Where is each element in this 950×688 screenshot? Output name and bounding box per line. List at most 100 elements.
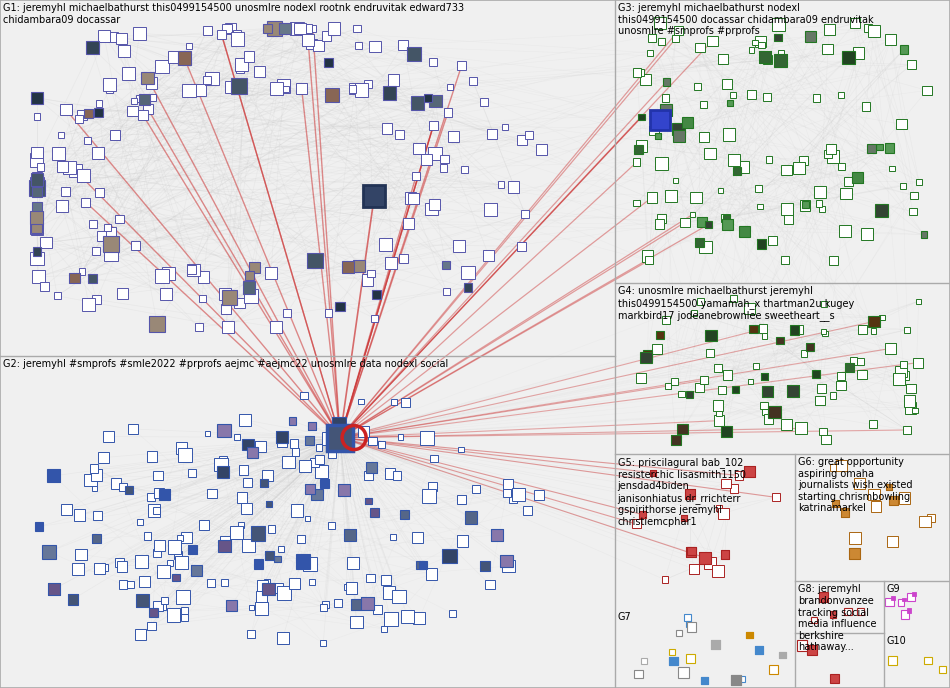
Bar <box>755 36 766 47</box>
Bar <box>728 153 740 166</box>
Bar <box>353 259 365 272</box>
Bar <box>411 532 423 543</box>
Bar <box>440 164 447 172</box>
Bar <box>465 284 471 290</box>
Bar <box>665 190 677 202</box>
Bar <box>504 489 511 497</box>
Bar <box>296 83 307 94</box>
Bar <box>136 594 149 607</box>
Bar <box>534 491 544 500</box>
Bar <box>814 186 826 197</box>
Bar <box>752 40 757 45</box>
Bar <box>829 392 836 399</box>
Bar <box>321 601 329 608</box>
Bar <box>138 110 147 120</box>
Bar <box>849 532 862 544</box>
Bar <box>136 594 149 608</box>
Bar <box>673 35 679 42</box>
Bar <box>207 579 215 587</box>
Bar <box>458 447 464 453</box>
Bar <box>648 34 656 42</box>
Bar <box>781 256 788 264</box>
Bar <box>265 551 274 559</box>
Bar <box>820 427 826 435</box>
Bar <box>735 471 743 480</box>
Bar <box>685 489 694 499</box>
Bar <box>352 600 361 610</box>
Bar <box>179 55 187 64</box>
Bar <box>902 598 906 601</box>
Bar <box>85 474 97 486</box>
Bar <box>686 621 691 627</box>
Bar <box>661 94 670 102</box>
Bar <box>91 246 100 255</box>
Bar <box>30 221 44 235</box>
Bar <box>245 271 255 280</box>
Bar <box>252 527 265 540</box>
Bar <box>199 295 205 302</box>
Bar <box>760 402 768 409</box>
Bar <box>826 150 840 162</box>
Bar <box>222 24 232 33</box>
Bar <box>887 535 899 547</box>
Bar <box>731 295 737 302</box>
Bar <box>674 26 683 35</box>
Bar <box>155 269 169 283</box>
Bar <box>226 600 237 612</box>
Text: G7: G7 <box>618 612 632 622</box>
Bar <box>850 19 860 28</box>
Bar <box>419 561 427 569</box>
Bar <box>373 605 382 614</box>
Bar <box>48 583 60 594</box>
Bar <box>251 526 265 541</box>
Bar <box>677 424 687 434</box>
Bar <box>912 592 917 596</box>
Bar <box>232 78 247 94</box>
Bar <box>160 489 170 499</box>
Bar <box>689 564 699 574</box>
Bar <box>48 583 60 595</box>
Bar <box>312 489 322 500</box>
Bar <box>484 250 494 261</box>
Bar <box>846 363 854 372</box>
Bar <box>242 438 254 450</box>
Bar <box>922 85 932 96</box>
Bar <box>218 455 227 464</box>
Text: G2: jeremyhl #smprofs #smle2022 #prprofs aejmc #aejmc22 unosmIre data nodexl soc: G2: jeremyhl #smprofs #smle2022 #prprofs… <box>3 358 448 369</box>
Bar <box>255 441 266 451</box>
Bar <box>350 83 360 94</box>
Bar <box>250 263 259 272</box>
Bar <box>864 23 872 32</box>
Bar <box>886 484 892 490</box>
Bar <box>91 535 101 544</box>
Bar <box>182 84 196 98</box>
Bar <box>282 309 291 317</box>
Bar <box>491 528 504 541</box>
Bar <box>181 608 188 614</box>
Bar <box>325 88 339 102</box>
Bar <box>447 84 453 90</box>
Bar <box>218 539 231 552</box>
Bar <box>400 510 408 519</box>
Bar <box>901 361 907 368</box>
Bar <box>697 299 704 305</box>
Bar <box>115 215 124 224</box>
Bar <box>69 164 82 177</box>
Bar <box>896 119 907 129</box>
Bar <box>903 396 915 407</box>
Bar <box>41 237 52 248</box>
Bar <box>265 552 273 559</box>
Bar <box>654 17 666 30</box>
Bar <box>291 25 298 32</box>
Bar <box>862 103 870 111</box>
Bar <box>384 87 395 99</box>
Bar <box>711 640 720 649</box>
Bar <box>749 47 754 53</box>
Bar <box>657 39 665 45</box>
Bar <box>701 677 708 684</box>
Bar <box>315 444 322 451</box>
Bar <box>462 266 475 279</box>
Bar <box>669 656 677 665</box>
Bar <box>486 129 497 139</box>
Bar <box>682 118 693 128</box>
